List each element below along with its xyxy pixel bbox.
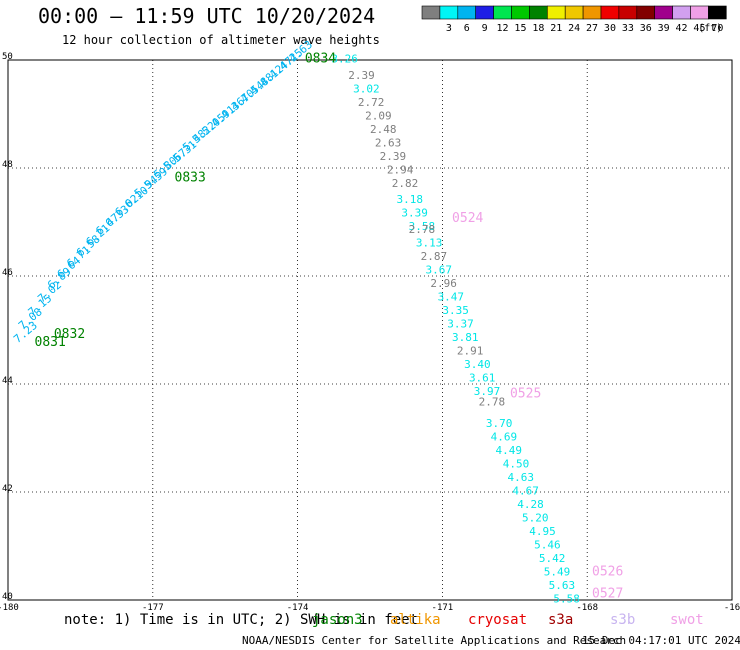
swh-value-swot: 3.39 — [401, 207, 428, 220]
y-tick-label: 40 — [2, 592, 13, 602]
y-tick-label: 46 — [2, 268, 13, 278]
satellite-label-swot: swot — [670, 612, 704, 628]
swh-value-swot: 2.48 — [370, 123, 397, 136]
scale-label: 24 — [568, 23, 580, 34]
scale-label: 42 — [676, 23, 688, 34]
swh-value-swot: 2.72 — [358, 96, 385, 109]
y-tick-label: 48 — [2, 160, 13, 170]
x-tick-label: -177 — [142, 603, 164, 612]
swh-value-swot: 2.87 — [421, 250, 448, 263]
swh-value-swot: 3.70 — [486, 417, 512, 430]
pass-time-label: 0527 — [592, 586, 623, 601]
pass-time-label: 0525 — [510, 387, 541, 402]
scale-label: 45 — [693, 23, 705, 34]
scale-label: 70 — [711, 23, 723, 34]
scale-label: 9 — [482, 23, 488, 34]
scale-label: 27 — [586, 23, 598, 34]
swh-value-swot: 4.28 — [517, 498, 544, 511]
swh-value-swot: 5.63 — [549, 579, 576, 592]
swh-value-swot: 3.02 — [353, 82, 380, 95]
scale-label: 12 — [497, 23, 509, 34]
pass-time-label: 0834 — [305, 52, 336, 67]
scale-label: 39 — [658, 23, 670, 34]
swh-value-swot: 3.35 — [442, 304, 469, 317]
swh-value-swot: 2.09 — [365, 109, 392, 122]
y-tick-label: 44 — [2, 376, 13, 386]
swh-value-swot: 3.26 — [331, 53, 358, 66]
swh-value-swot: 4.69 — [491, 431, 517, 444]
credit-line: NOAA/NESDIS Center for Satellite Applica… — [242, 634, 627, 647]
axes: -180 -177 -174 -171 -168 -16 40 42 44 46 48 50 — [0, 52, 740, 612]
scale-label: 21 — [550, 23, 562, 34]
scale-label: 15 — [514, 23, 526, 34]
data-marks: 4.634.254.474.124.884.544.704.364.915.05… — [11, 38, 623, 606]
chart-subtitle: 12 hour collection of altimeter wave hei… — [62, 33, 380, 47]
swh-value-swot: 2.39 — [348, 69, 375, 82]
generation-timestamp: 15 Dec 04:17:01 UTC 2024 — [582, 634, 740, 647]
scale-swatch — [708, 5, 727, 20]
wave-height-plot: -180 -177 -174 -171 -168 -16 40 42 44 46 48 50 4.63… — [0, 38, 740, 612]
satellite-label-jason3: jason3 — [312, 612, 363, 628]
swh-value-swot: 2.94 — [387, 163, 414, 176]
scale-unit: (ft) — [698, 23, 722, 34]
swh-value-swot: 3.61 — [469, 371, 496, 384]
color-scale-legend: 3 6 9 12 15 18 21 24 27 30 33 36 39 42 45 70(ft) — [421, 5, 727, 34]
swh-value-swot: 3.81 — [452, 331, 479, 344]
y-tick-label: 50 — [2, 52, 13, 62]
swh-value-swot: 3.40 — [464, 358, 491, 371]
swh-value-swot: 3.97 — [474, 385, 501, 398]
footer-note: note: 1) Time is in UTC; 2) SWH is in fe… — [64, 612, 419, 628]
grid-lines — [8, 60, 732, 600]
x-tick-label: -174 — [287, 603, 309, 612]
scale-label: 36 — [640, 23, 652, 34]
swh-value-swot: 2.39 — [380, 150, 407, 163]
x-tick-label: -168 — [576, 603, 598, 612]
swh-value-swot: 3.67 — [426, 263, 453, 276]
swh-value-swot: 3.18 — [397, 193, 424, 206]
plot-frame — [7, 59, 733, 601]
swh-value-swot: 3.47 — [438, 290, 465, 303]
pass-time-label: 0524 — [452, 211, 483, 226]
swh-value-swot: 5.58 — [553, 593, 580, 606]
swh-value-swot: 2.78 — [479, 396, 506, 409]
pass-time-label: 0833 — [175, 171, 206, 186]
swh-value-swot: 4.50 — [503, 458, 530, 471]
swh-value-swot: 2.91 — [457, 344, 484, 357]
swh-value-swot: 4.67 — [512, 485, 539, 498]
pass-time-label: 0526 — [592, 565, 623, 580]
chart-title: 00:00 – 11:59 UTC 10/20/2024 — [38, 4, 376, 28]
pass-time-label: 0832 — [54, 327, 85, 342]
x-tick-label: -171 — [432, 603, 454, 612]
swh-value-swot: 5.20 — [522, 512, 549, 525]
swh-value-swot: 5.49 — [544, 566, 571, 579]
satellite-label-s3b: s3b — [610, 612, 636, 628]
swh-value-swot: 5.46 — [534, 539, 561, 552]
scale-label: 30 — [604, 23, 616, 34]
swh-value-swot: 2.82 — [392, 177, 419, 190]
satellite-label-altika: altika — [390, 612, 441, 628]
swh-value-swot: 4.63 — [508, 471, 535, 484]
satellite-label-s3a: s3a — [548, 612, 574, 628]
swh-value-swot: 3.58 — [409, 220, 436, 233]
pass-time-label: 0831 — [35, 335, 66, 350]
scale-label: 18 — [532, 23, 544, 34]
swh-value-swot: 4.49 — [495, 444, 522, 457]
scale-label: 6 — [464, 23, 470, 34]
swh-value-swot: 3.37 — [447, 317, 474, 330]
swh-value-swot: 4.95 — [529, 525, 556, 538]
y-tick-label: 42 — [2, 484, 13, 494]
swh-value-swot: 3.13 — [416, 236, 443, 249]
swh-value-swot: 5.42 — [539, 552, 566, 565]
scale-label: 3 — [446, 23, 452, 34]
satellite-label-cryosat: cryosat — [468, 612, 528, 628]
swh-value-swot: 2.63 — [375, 136, 402, 149]
x-tick-label: -16 — [724, 603, 740, 612]
swh-value-swot: 2.78 — [409, 223, 436, 236]
scale-label: 33 — [622, 23, 634, 34]
x-tick-label: -180 — [0, 603, 19, 612]
swh-value-swot: 2.96 — [430, 277, 457, 290]
